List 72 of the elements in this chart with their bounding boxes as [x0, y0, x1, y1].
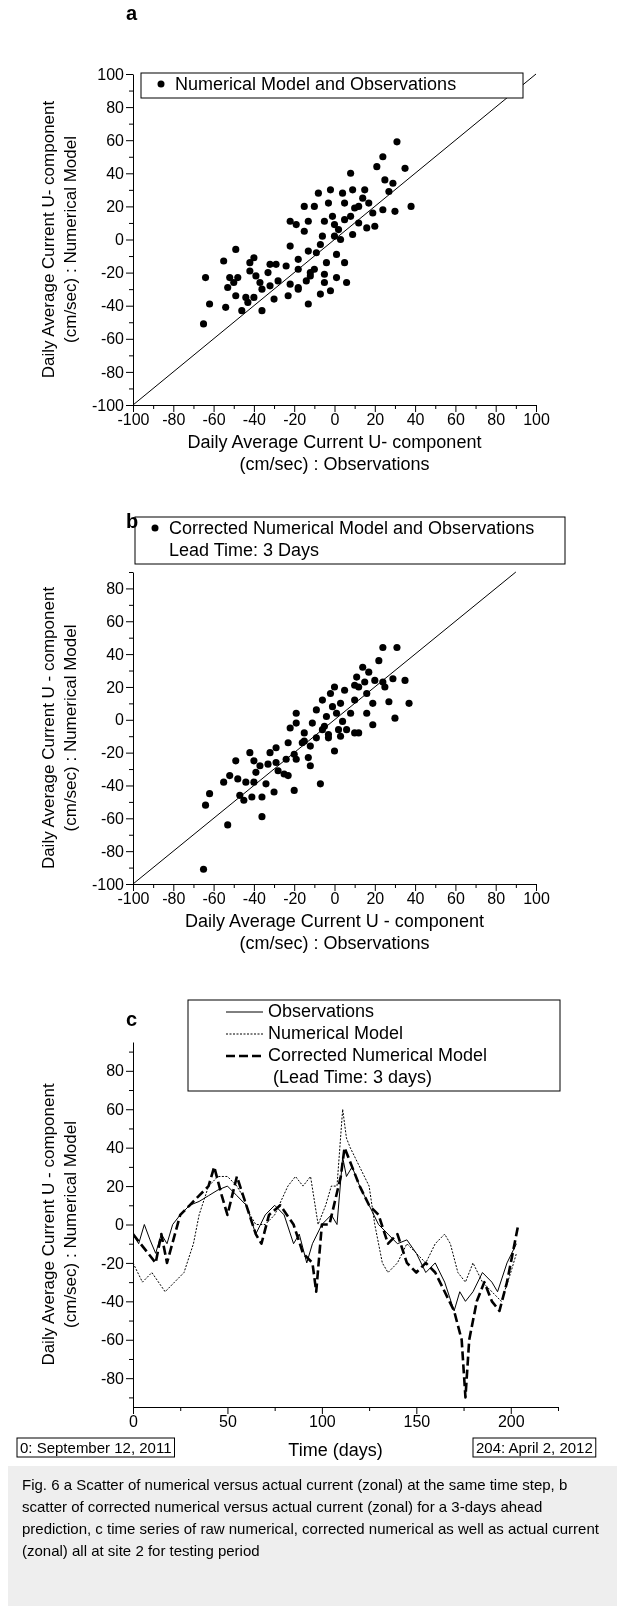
- text: c: [126, 1008, 138, 1030]
- y-tick-label: 80: [106, 1062, 125, 1080]
- x-tick-label: 100: [523, 890, 550, 908]
- y-tick-label: -60: [100, 809, 125, 827]
- y-tick-label: -40: [100, 1292, 125, 1310]
- x-tick-label: 20: [366, 890, 385, 908]
- x-tick-label: 40: [406, 890, 425, 908]
- y-tick-label: -100: [91, 396, 125, 414]
- x-tick-label: 50: [219, 1413, 237, 1431]
- x-tick-label: -40: [242, 890, 267, 908]
- y-tick-label: -60: [100, 1331, 125, 1349]
- text: 0: September 12, 2011: [20, 1439, 172, 1456]
- y-tick-label: -20: [100, 744, 125, 762]
- x-tick-label: -80: [162, 890, 186, 908]
- x-tick-label: 0: [129, 1413, 139, 1431]
- x-tick-label: -80: [162, 411, 186, 429]
- text: a: [126, 2, 138, 24]
- x-tick-label: 200: [497, 1413, 525, 1431]
- x-tick-label: 80: [487, 890, 506, 908]
- x-tick-label: -20: [283, 890, 307, 908]
- x-axis-title: Daily Average Current U- component (cm/sec) : Observations: [187, 432, 482, 474]
- x-tick-label: 40: [406, 411, 425, 429]
- y-tick-label: -80: [100, 842, 125, 860]
- x-tick-label: -20: [283, 411, 307, 429]
- y-tick-label: -20: [100, 1254, 125, 1272]
- y-axis-title: Daily Average Current U- component (cm/sec) : Numerical Model: [39, 100, 80, 379]
- x-axis-title: Daily Average Current U - component (cm/sec) : Observations: [185, 911, 484, 953]
- y-tick-label: -40: [100, 297, 125, 315]
- x-tick-label: 60: [447, 890, 465, 908]
- y-tick-label: -60: [100, 330, 125, 348]
- legend-label: Numerical Model and Observations: [175, 74, 457, 94]
- legend-label: Numerical Model: [268, 1023, 404, 1043]
- x-tick-label: -60: [202, 890, 226, 908]
- y-tick-label: -40: [100, 777, 125, 795]
- y-tick-label: -80: [100, 363, 125, 381]
- y-tick-label: 80: [106, 580, 125, 598]
- x-tick-label: 100: [523, 411, 550, 429]
- y-tick-label: -100: [91, 875, 125, 893]
- y-tick-label: 80: [106, 98, 125, 116]
- y-tick-label: 40: [106, 645, 125, 663]
- x-tick-label: 80: [487, 411, 506, 429]
- text: b: [126, 510, 139, 532]
- y-tick-label: 20: [106, 678, 125, 696]
- y-tick-label: 20: [106, 198, 125, 216]
- x-tick-label: -60: [202, 411, 226, 429]
- x-tick-label: 100: [309, 1413, 336, 1431]
- y-tick-label: 60: [106, 612, 125, 630]
- y-axis-title: Daily Average Current U - component (cm/sec) : Numerical Model: [39, 586, 80, 870]
- y-tick-label: 100: [97, 65, 125, 83]
- x-tick-label: 60: [447, 411, 465, 429]
- y-tick-label: 60: [106, 1100, 125, 1118]
- y-tick-label: 0: [115, 1216, 125, 1234]
- legend-label: Corrected Numerical Model and Observations Lead Time: 3 Days: [169, 518, 535, 560]
- x-tick-label: -40: [242, 411, 267, 429]
- y-axis-title: Daily Average Current U - component (cm/sec) : Numerical Model: [39, 1083, 80, 1366]
- legend-label: Observations: [268, 1001, 375, 1021]
- y-tick-label: 40: [106, 1139, 125, 1157]
- x-tick-label: 0: [330, 411, 340, 429]
- y-tick-label: 0: [115, 231, 125, 249]
- x-tick-label: 20: [366, 411, 385, 429]
- y-tick-label: 40: [106, 164, 125, 182]
- y-tick-label: 60: [106, 131, 125, 149]
- y-tick-label: -20: [100, 264, 125, 282]
- text: 204: April 2, 2012: [476, 1439, 593, 1456]
- legend-label: Corrected Numerical Model (Lead Time: 3 days): [268, 1045, 488, 1087]
- y-tick-label: -80: [100, 1369, 125, 1387]
- x-axis-title: Time (days): [288, 1440, 383, 1460]
- caption: Fig. 6 a Scatter of numerical versus actual current (zonal) at the same time step, b scatter of corrected numerical versus actual current (zonal) for a 3-days ahead prediction, c time series of raw numerical, corrected numerical as well as actual current (zonal) all at site 2 for testing period: [22, 1476, 600, 1559]
- x-tick-label: 0: [330, 890, 340, 908]
- x-tick-label: 150: [403, 1413, 431, 1431]
- y-tick-label: 20: [106, 1177, 125, 1195]
- y-tick-label: 0: [115, 711, 125, 729]
